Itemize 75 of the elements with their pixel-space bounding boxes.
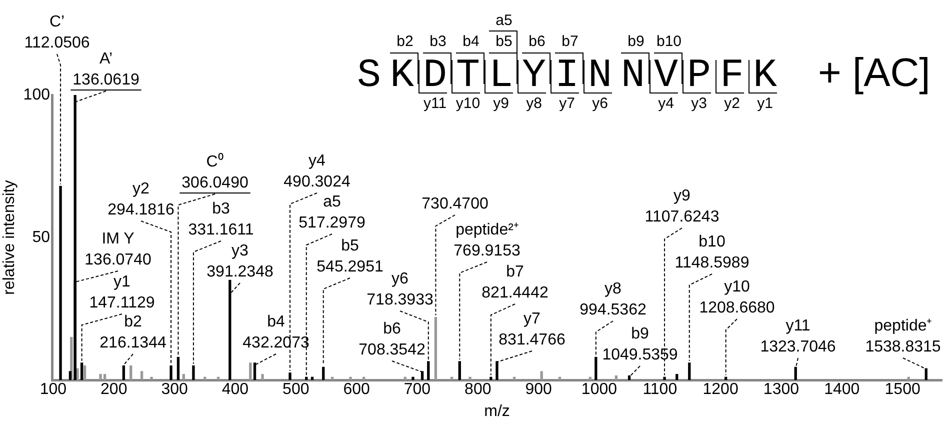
text: b5 (496, 33, 512, 50)
bar (170, 365, 172, 380)
annotation: y10 1208.6680 (699, 278, 775, 316)
annotation: b2 216.1344 (100, 313, 166, 352)
text: b9 (628, 33, 644, 50)
x-tick-label: 800 (464, 381, 492, 398)
x-tick-label: 100 (40, 381, 67, 398)
x-tick-label: 1000 (581, 381, 618, 398)
x-tick-label: 1500 (884, 381, 920, 398)
annotation: y1 (757, 95, 773, 112)
annotation: y7 (559, 95, 575, 112)
annotation: A’ 136.0619 (72, 50, 140, 88)
bar (249, 362, 252, 380)
text: b7 (562, 33, 578, 50)
text: b3 (430, 33, 446, 50)
bar (99, 374, 102, 380)
text: b2 (396, 33, 414, 50)
bar (412, 376, 414, 380)
annotation: y10 (456, 95, 480, 112)
annotation: + [AC] (818, 51, 930, 95)
text: a5 (496, 12, 512, 29)
bar (140, 371, 144, 380)
annotation: y3 (691, 95, 707, 112)
annotation: b5 545.2951 (316, 237, 384, 276)
text: b10 (656, 33, 682, 50)
text: b6 (528, 33, 546, 50)
bar (83, 365, 86, 380)
x-tick-label: 500 (282, 381, 310, 398)
bar (150, 376, 153, 380)
y-axis-title: relative intensity (1, 180, 18, 295)
x-axis-title: m/z (484, 402, 510, 420)
annotation: y4 (658, 95, 674, 112)
bar (349, 376, 352, 380)
annotation: y6 (592, 95, 608, 112)
annotation: y9 (493, 95, 509, 112)
annotation: y11 (423, 95, 447, 112)
bar (130, 365, 132, 380)
bar (434, 316, 438, 380)
bar (76, 368, 79, 380)
x-tick-label: 300 (161, 381, 188, 398)
bar (322, 366, 325, 380)
annotation: y3 391.2348 (206, 242, 274, 280)
annotation: b9 1049.5359 (602, 325, 678, 364)
x-tick-label: 900 (525, 381, 552, 398)
bar (468, 376, 472, 380)
text: b4 (462, 33, 480, 50)
bar (594, 356, 598, 380)
bar (59, 186, 62, 380)
x-tick-label: 1200 (702, 381, 738, 398)
bar (663, 376, 666, 380)
y-tick-label: 50 (32, 228, 50, 246)
annotation: y2 294.1816 (108, 180, 174, 218)
x-tick-label: 1400 (824, 381, 860, 398)
annotation: 730.4700 (422, 195, 488, 212)
bar (261, 374, 264, 380)
x-tick-label: 1300 (763, 381, 800, 398)
x-tick-label: 600 (343, 381, 370, 398)
x-tick-label: 200 (100, 381, 128, 398)
bar (540, 371, 543, 380)
annotation: y8 (526, 95, 542, 112)
bar (182, 374, 185, 380)
x-tick-label: 1100 (642, 381, 678, 398)
x-tick-label: 400 (222, 381, 249, 398)
annotation: b6 708.3542 (358, 320, 426, 358)
annotation: y2 (724, 95, 740, 112)
annotation: y11 1323.7046 (760, 317, 836, 356)
annotation: y7 831.4766 (498, 310, 566, 348)
bar (68, 371, 72, 380)
bar (176, 356, 180, 380)
bar (103, 374, 106, 380)
bar (614, 375, 618, 380)
annotation: C’ 112.0506 (24, 13, 90, 52)
bar (676, 374, 678, 380)
annotation: peptide⁺ 1538.8315 (865, 317, 941, 356)
x-tick-label: 700 (404, 381, 431, 398)
